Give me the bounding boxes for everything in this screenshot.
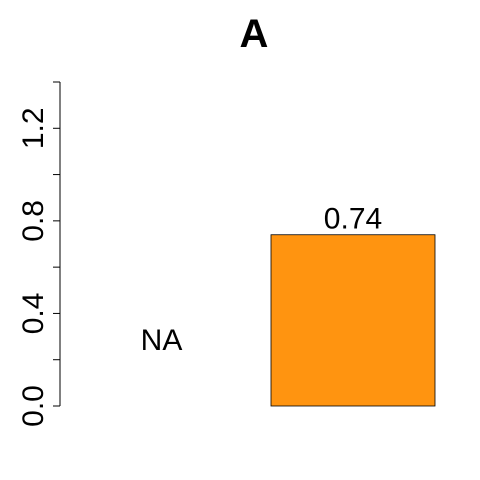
bars-group bbox=[270, 234, 436, 407]
y-tick-label: 1.2 bbox=[17, 107, 50, 149]
y-axis: 0.0 0.4 0.8 1.2 bbox=[17, 81, 61, 427]
na-label: NA bbox=[141, 324, 183, 357]
y-tick-label: 0.8 bbox=[17, 200, 50, 242]
bar-value-label: 0.74 bbox=[324, 203, 382, 236]
y-tick-label: 0.0 bbox=[17, 385, 50, 427]
bar bbox=[270, 234, 436, 407]
y-tick-label: 0.4 bbox=[17, 293, 50, 335]
data-labels-group: NA 0.74 bbox=[141, 203, 383, 357]
chart-title: A bbox=[240, 12, 269, 56]
